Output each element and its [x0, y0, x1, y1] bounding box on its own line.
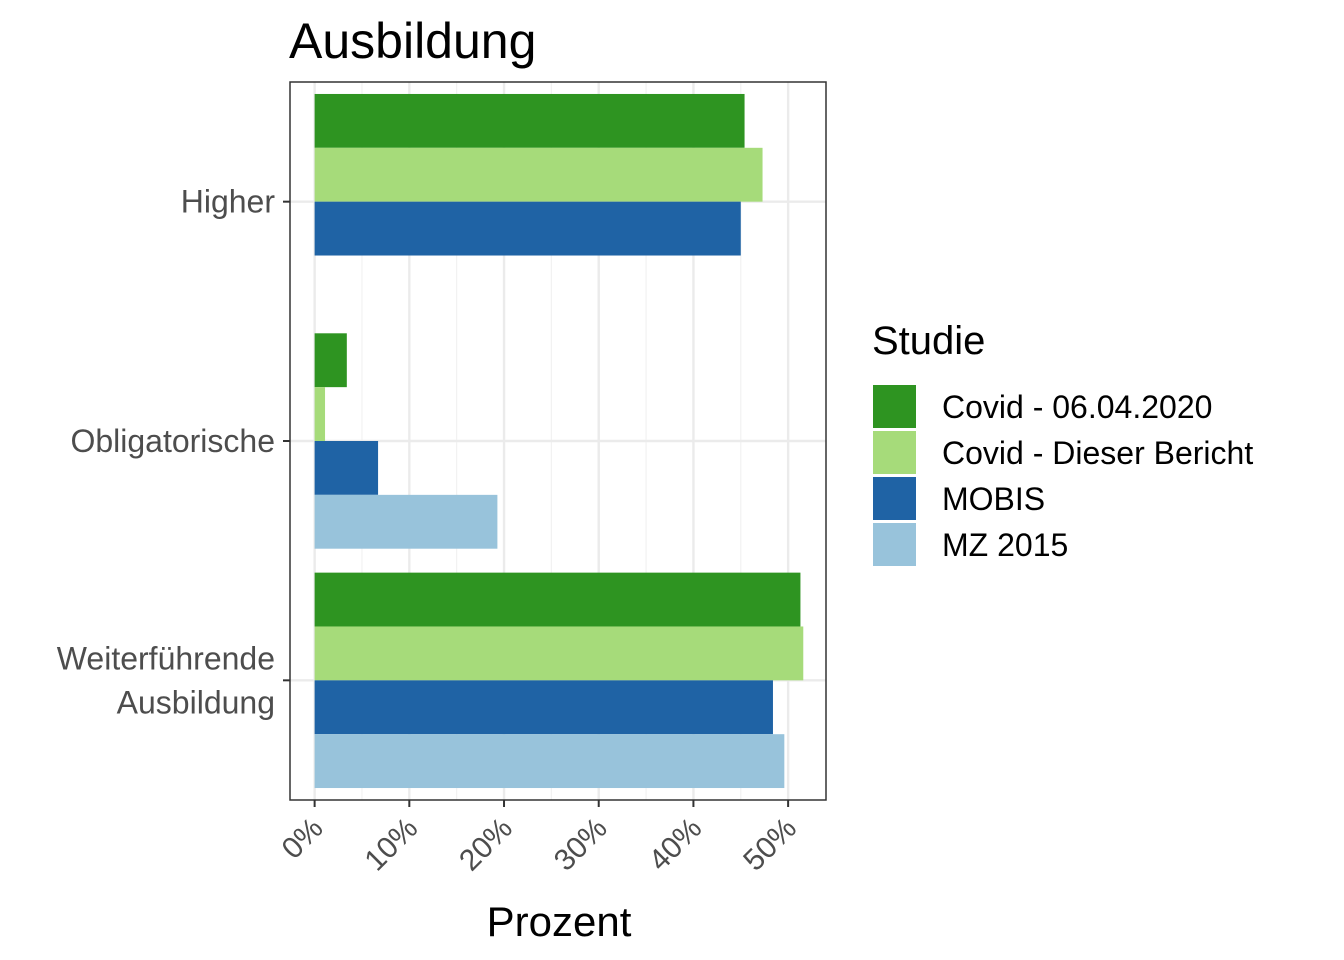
bar [314, 494, 498, 549]
x-axis-title: Prozent [487, 898, 632, 945]
legend-label: MOBIS [942, 481, 1045, 517]
category-label: Obligatorische [70, 423, 275, 459]
bar [314, 387, 326, 441]
plot-panel: Higher Obligatorische Weiterführende Ausbil… [57, 81, 827, 878]
x-tick-label: 30% [548, 812, 614, 878]
legend-title: Studie [872, 319, 985, 363]
bar [314, 572, 801, 627]
category-label: Weiterführende Ausbildung [57, 640, 275, 720]
legend-swatch [873, 385, 916, 428]
legend: Studie Covid - 06.04.2020 Covid - Dieser … [872, 319, 1253, 566]
legend-swatch [873, 431, 916, 474]
x-tick-label: 40% [643, 812, 709, 878]
x-tick-label: 50% [737, 812, 803, 878]
bar [314, 680, 773, 735]
legend-label: Covid - Dieser Bericht [942, 435, 1253, 471]
legend-swatch [873, 477, 916, 520]
bar [314, 626, 804, 681]
bar [314, 734, 785, 789]
x-tick-label: 10% [358, 812, 424, 878]
chart-title: Ausbildung [289, 13, 536, 69]
category-label: Higher [181, 184, 276, 220]
bar [314, 147, 763, 202]
legend-swatch [873, 523, 916, 566]
bar [314, 93, 745, 148]
legend-label: MZ 2015 [942, 527, 1068, 563]
legend-label: Covid - 06.04.2020 [942, 389, 1212, 425]
bar [314, 333, 347, 388]
x-tick-label: 0% [276, 812, 330, 866]
bar [314, 201, 741, 256]
x-tick-label: 20% [453, 812, 519, 878]
bar [314, 441, 379, 495]
